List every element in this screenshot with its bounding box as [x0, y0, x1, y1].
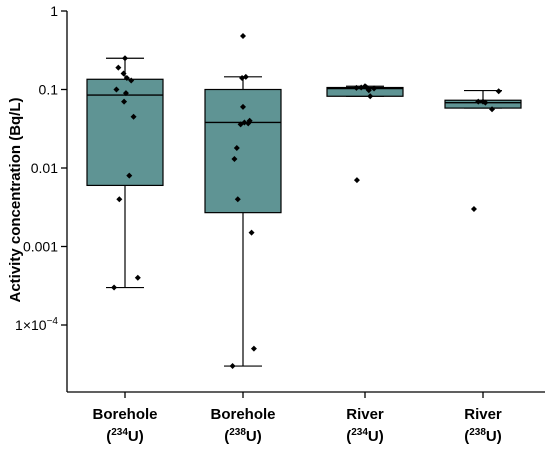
data-point — [353, 84, 360, 91]
data-point — [134, 274, 141, 281]
data-point — [482, 99, 489, 106]
y-tick-label: 0.01 — [31, 160, 58, 176]
data-point — [242, 73, 249, 80]
data-point — [122, 55, 128, 62]
data-point — [116, 196, 123, 203]
data-point — [367, 93, 374, 100]
data-point — [362, 83, 368, 90]
data-point — [113, 86, 120, 93]
data-point — [246, 117, 253, 124]
data-point — [126, 172, 133, 179]
x-category-sublabel: (238U) — [224, 427, 262, 445]
box-iqr — [86, 78, 164, 187]
y-tick-label: 0.1 — [39, 82, 59, 98]
x-category-label: River — [346, 406, 384, 423]
data-point — [121, 98, 128, 105]
data-point — [250, 345, 257, 352]
data-point — [240, 33, 246, 40]
data-point — [475, 98, 482, 105]
data-point — [231, 156, 238, 163]
data-point — [365, 87, 372, 94]
data-point — [248, 229, 255, 236]
x-category-label: Borehole — [92, 406, 157, 423]
y-tick-label: 1×10−4 — [15, 316, 58, 333]
data-point — [495, 88, 502, 95]
data-point — [115, 64, 122, 71]
data-point — [470, 206, 477, 213]
y-axis-title: Activity concentration (Bq/L) — [7, 97, 24, 302]
data-point — [229, 363, 236, 370]
data-point — [240, 103, 246, 110]
data-point — [128, 77, 135, 84]
data-point — [130, 113, 137, 120]
data-point — [120, 70, 127, 77]
x-category-label: River — [464, 406, 502, 423]
y-tick-label: 0.001 — [23, 239, 58, 255]
x-category-label: Borehole — [210, 406, 275, 423]
x-category-sublabel: (234U) — [106, 427, 144, 445]
data-point — [489, 106, 496, 113]
x-category-sublabel: (238U) — [464, 427, 502, 445]
data-point — [234, 196, 241, 203]
data-point — [123, 75, 130, 82]
data-point — [353, 177, 360, 184]
data-point — [371, 85, 378, 92]
data-point — [233, 144, 240, 151]
data-point — [111, 284, 118, 291]
data-point — [122, 90, 129, 97]
x-category-sublabel: (234U) — [346, 427, 384, 445]
y-tick-label: 1 — [50, 3, 58, 19]
box-iqr — [204, 88, 282, 214]
